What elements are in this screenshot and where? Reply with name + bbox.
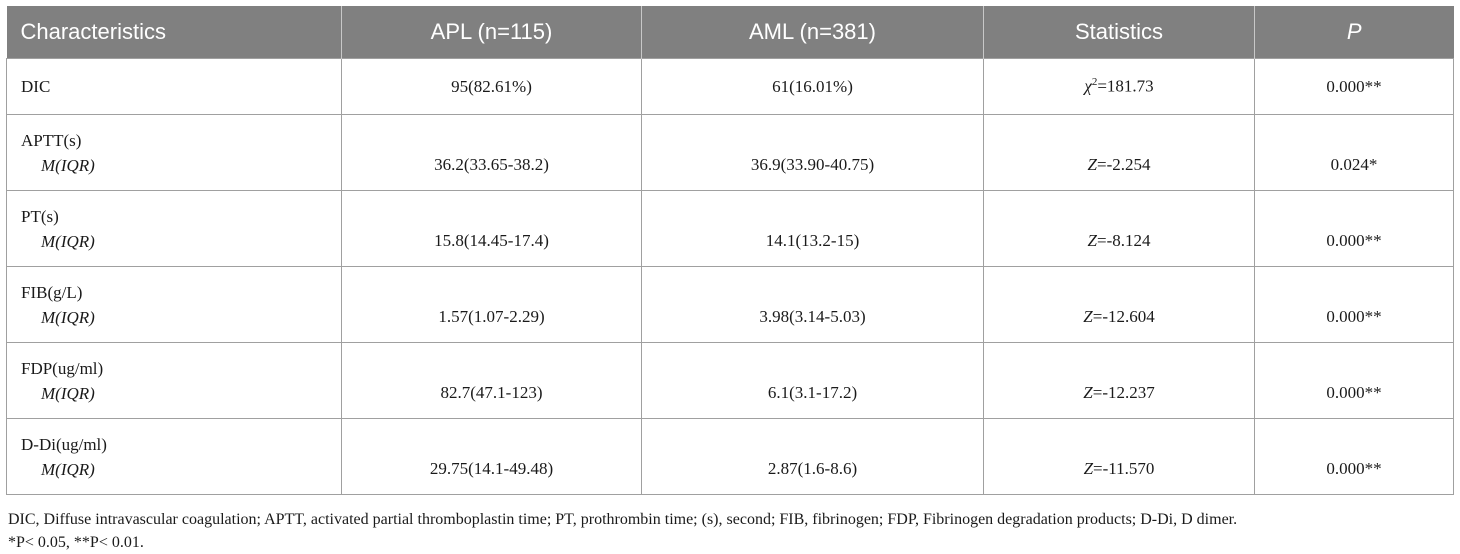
cell-apl-value: 82.7(47.1-123)	[341, 342, 642, 419]
statistic-symbol: Z	[1083, 458, 1094, 478]
cell-aml-value: 14.1(13.2-15)	[641, 190, 984, 267]
statistic-symbol: Z	[1083, 306, 1093, 326]
row-label-dic: DIC	[6, 58, 342, 115]
cell-apl-value: 95(82.61%)	[341, 58, 642, 115]
cell-p-value: 0.000**	[1254, 190, 1454, 267]
table-row: FDP(ug/ml) M(IQR) 82.7(47.1-123) 6.1(3.1-…	[6, 342, 1454, 419]
row-sublabel: M(IQR)	[41, 307, 95, 327]
table-row: APTT(s) M(IQR) 36.2(33.65-38.2) 36.9(33.9…	[6, 114, 1454, 191]
cell-aml-value: 3.98(3.14-5.03)	[641, 266, 984, 343]
apl-value-text: 36.2(33.65-38.2)	[434, 154, 549, 174]
cell-apl-value: 29.75(14.1-49.48)	[341, 418, 642, 495]
results-table-container: Characteristics APL (n=115) AML (n=381) …	[6, 6, 1454, 554]
cell-p-value: 0.024*	[1254, 114, 1454, 191]
statistic-text: Z=-11.570	[1084, 459, 1155, 479]
statistic-text: Z=-12.604	[1083, 307, 1154, 327]
statistic-value: =-12.604	[1092, 306, 1155, 326]
cell-statistic: Z=-12.237	[983, 342, 1255, 419]
statistic-text: Z=-8.124	[1088, 231, 1151, 251]
row-label-cell: FIB(g/L) M(IQR)	[6, 266, 342, 343]
aml-value-text: 2.87(1.6-8.6)	[767, 458, 858, 478]
aml-value-text: 36.9(33.90-40.75)	[750, 154, 875, 174]
footnote-significance: *P< 0.05, **P< 0.01.	[8, 534, 144, 551]
statistic-value: =-2.254	[1096, 154, 1151, 174]
statistic-symbol: Z	[1087, 154, 1097, 174]
apl-value-text: 29.75(14.1-49.48)	[429, 458, 554, 478]
chi-symbol: χ	[1084, 76, 1092, 96]
row-sublabel: M(IQR)	[41, 155, 95, 175]
aml-value-text: 6.1(3.1-17.2)	[767, 382, 858, 402]
cell-apl-value: 36.2(33.65-38.2)	[341, 114, 642, 191]
header-statistics: Statistics	[983, 6, 1255, 59]
row-label: FDP(ug/ml)	[21, 358, 104, 378]
cell-statistic: Z=-11.570	[983, 418, 1255, 495]
row-label-cell: FDP(ug/ml) M(IQR)	[6, 342, 342, 419]
statistic-value: =-12.237	[1092, 382, 1155, 402]
row-label: D-Di(ug/ml)	[21, 434, 107, 454]
cell-statistic: Z=-8.124	[983, 190, 1255, 267]
p-value-text: 0.000**	[1326, 306, 1382, 326]
p-value-text: 0.000**	[1326, 382, 1382, 402]
row-label: PT(s)	[21, 206, 59, 226]
header-p-label: P	[1346, 19, 1362, 44]
row-sublabel: M(IQR)	[41, 383, 95, 403]
header-characteristics: Characteristics	[6, 6, 342, 59]
statistic-text: Z=-12.237	[1083, 383, 1154, 403]
header-p-value: P	[1254, 6, 1454, 59]
table-footnote: DIC, Diffuse intravascular coagulation; …	[6, 508, 1453, 554]
cell-apl-value: 1.57(1.07-2.29)	[341, 266, 642, 343]
row-label-cell: PT(s) M(IQR)	[6, 190, 342, 267]
statistic-symbol: Z	[1087, 230, 1097, 250]
header-apl: APL (n=115)	[341, 6, 642, 59]
footnote-abbreviations: DIC, Diffuse intravascular coagulation; …	[8, 511, 1238, 528]
row-label: APTT(s)	[21, 130, 82, 150]
row-sublabel: M(IQR)	[41, 231, 95, 251]
apl-value-text: 1.57(1.07-2.29)	[438, 306, 545, 326]
cell-aml-value: 36.9(33.90-40.75)	[641, 114, 984, 191]
cell-statistic: Z=-12.604	[983, 266, 1255, 343]
cell-aml-value: 6.1(3.1-17.2)	[641, 342, 984, 419]
header-aml: AML (n=381)	[641, 6, 984, 59]
p-value-text: 0.024*	[1330, 154, 1378, 174]
cell-p-value: 0.000**	[1254, 58, 1454, 115]
table-header-row: Characteristics APL (n=115) AML (n=381) …	[6, 6, 1454, 59]
statistic-value: =-8.124	[1096, 230, 1151, 250]
row-label-cell: D-Di(ug/ml) M(IQR)	[6, 418, 342, 495]
cell-statistic: Z=-2.254	[983, 114, 1255, 191]
cell-aml-value: 2.87(1.6-8.6)	[641, 418, 984, 495]
aml-value-text: 14.1(13.2-15)	[765, 230, 860, 250]
statistic-symbol: Z	[1083, 382, 1093, 402]
chi-superscript: 2	[1091, 76, 1098, 89]
coagulation-comparison-table: Characteristics APL (n=115) AML (n=381) …	[6, 6, 1454, 495]
apl-value-text: 15.8(14.45-17.4)	[434, 230, 549, 250]
statistic-text: Z=-2.254	[1088, 155, 1151, 175]
apl-value-text: 82.7(47.1-123)	[440, 382, 543, 402]
row-sublabel: M(IQR)	[41, 459, 95, 479]
table-row: DIC 95(82.61%) 61(16.01%) χ2=181.73 0.00…	[6, 58, 1454, 115]
cell-statistic: χ2=181.73	[983, 58, 1255, 115]
table-row: D-Di(ug/ml) M(IQR) 29.75(14.1-49.48) 2.87…	[6, 418, 1454, 495]
cell-aml-value: 61(16.01%)	[641, 58, 984, 115]
p-value-text: 0.000**	[1326, 458, 1382, 478]
p-value-text: 0.000**	[1326, 230, 1382, 250]
statistic-value: =181.73	[1097, 76, 1154, 96]
cell-p-value: 0.000**	[1254, 418, 1454, 495]
cell-p-value: 0.000**	[1254, 266, 1454, 343]
cell-apl-value: 15.8(14.45-17.4)	[341, 190, 642, 267]
aml-value-text: 3.98(3.14-5.03)	[759, 306, 866, 326]
table-row: FIB(g/L) M(IQR) 1.57(1.07-2.29) 3.98(3.14…	[6, 266, 1454, 343]
row-label-cell: APTT(s) M(IQR)	[6, 114, 342, 191]
cell-p-value: 0.000**	[1254, 342, 1454, 419]
table-row: PT(s) M(IQR) 15.8(14.45-17.4) 14.1(13.2-1…	[6, 190, 1454, 267]
row-label: FIB(g/L)	[21, 282, 83, 302]
statistic-value: =-11.570	[1093, 458, 1155, 478]
